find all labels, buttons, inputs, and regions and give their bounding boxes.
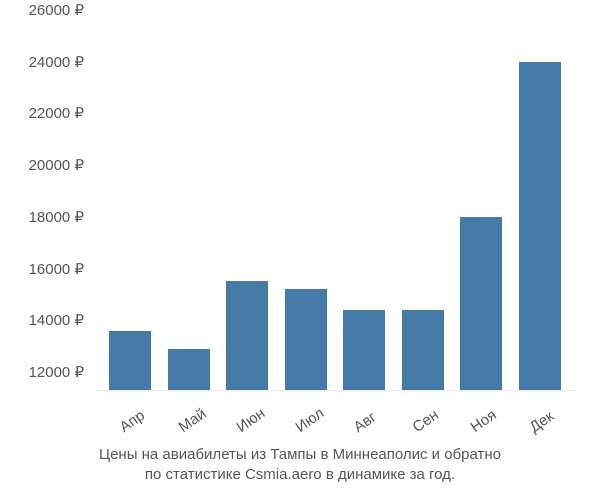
bar bbox=[109, 331, 151, 390]
caption-line-2: по статистике Csmia.aero в динамике за г… bbox=[145, 466, 455, 483]
y-axis: 12000 ₽ 14000 ₽ 16000 ₽ 18000 ₽ 20000 ₽ 22000… bbox=[0, 10, 90, 390]
bar bbox=[402, 310, 444, 390]
bar bbox=[285, 289, 327, 390]
x-axis: АпрМайИюнИюлАвгСенНояДек bbox=[95, 392, 575, 442]
y-tick-label: 22000 ₽ bbox=[29, 104, 84, 122]
bar bbox=[519, 62, 561, 390]
bar bbox=[226, 281, 268, 390]
chart-caption: Цены на авиабилеты из Тампы в Миннеаполи… bbox=[0, 445, 600, 486]
y-tick-label: 24000 ₽ bbox=[29, 53, 84, 71]
y-tick-label: 18000 ₽ bbox=[29, 208, 84, 226]
bar bbox=[168, 349, 210, 390]
price-bar-chart: 12000 ₽ 14000 ₽ 16000 ₽ 18000 ₽ 20000 ₽ 22000… bbox=[0, 0, 600, 500]
y-tick-label: 26000 ₽ bbox=[29, 1, 84, 19]
bar bbox=[460, 217, 502, 390]
y-tick-label: 14000 ₽ bbox=[29, 311, 84, 329]
bar bbox=[343, 310, 385, 390]
caption-line-1: Цены на авиабилеты из Тампы в Миннеаполи… bbox=[99, 446, 501, 463]
y-tick-label: 16000 ₽ bbox=[29, 260, 84, 278]
y-tick-label: 12000 ₽ bbox=[29, 363, 84, 381]
bars-container bbox=[95, 10, 575, 390]
y-tick-label: 20000 ₽ bbox=[29, 156, 84, 174]
plot-area bbox=[95, 10, 575, 391]
